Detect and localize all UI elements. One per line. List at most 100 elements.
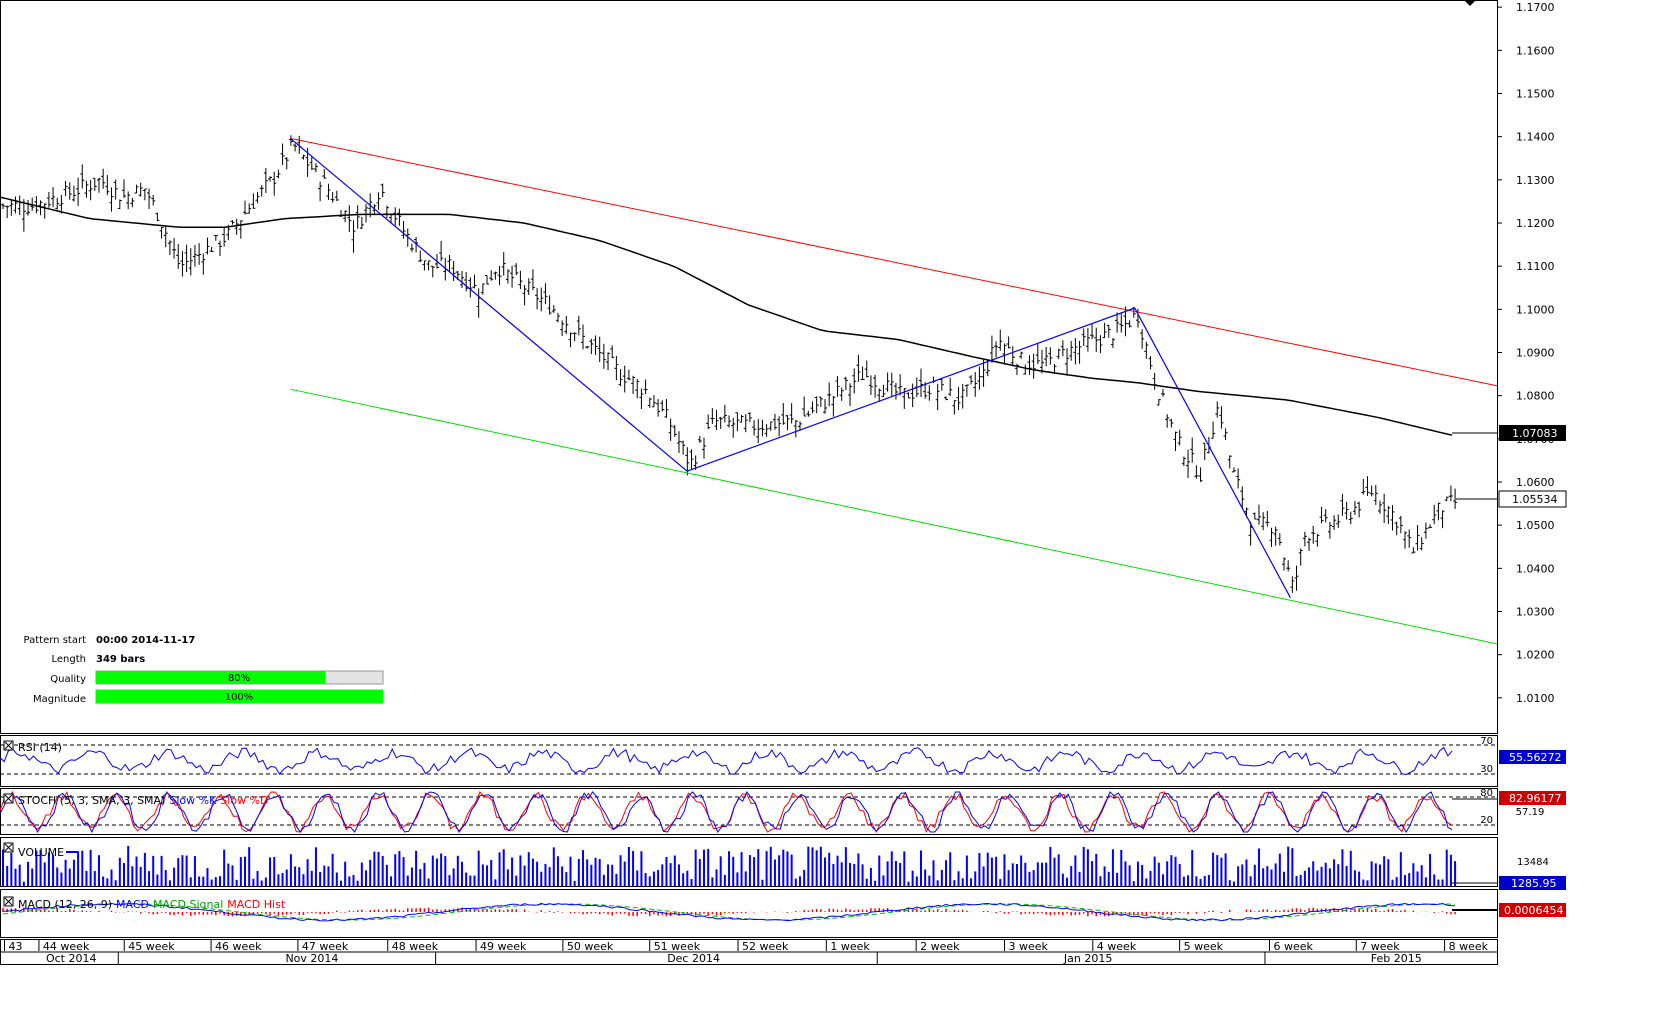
- last-price-box: [1498, 490, 1567, 508]
- stoch-value: 82.96177: [1509, 792, 1562, 805]
- price-tick-label: 1.1600: [1516, 44, 1555, 57]
- week-label: 4 week: [1097, 940, 1137, 953]
- pattern-info: Pattern start 00:00 2014-11-17 Length 34…: [24, 635, 384, 705]
- stoch-legend: STOCH (5, 3, SMA, 3, SMA) Slow %K Slow %D: [18, 794, 268, 807]
- pattern-zigzag: [290, 137, 1291, 598]
- volume-tick: 13484: [1517, 857, 1549, 868]
- macd-value-box: [1499, 903, 1566, 917]
- price-bars: [1, 135, 1458, 593]
- week-label: 50 week: [567, 940, 614, 953]
- ma-price-label: 1.07083: [1512, 427, 1558, 440]
- volume-title: VOLUME: [18, 846, 64, 859]
- week-label: 49 week: [480, 940, 527, 953]
- macd-hist-label: MACD Hist: [227, 898, 286, 911]
- quality-label: Quality: [50, 674, 86, 685]
- week-label: 6 week: [1273, 940, 1313, 953]
- pattern-start-value: 00:00 2014-11-17: [96, 635, 195, 646]
- stoch-k-label: Slow %K: [169, 794, 217, 807]
- macd-histogram: [2, 907, 1456, 917]
- price-tick-label: 1.1000: [1516, 303, 1555, 316]
- week-label: 8 week: [1449, 940, 1489, 953]
- stoch-level-80: 80: [1480, 788, 1493, 799]
- month-label: Dec 2014: [667, 952, 720, 965]
- week-label: 47 week: [302, 940, 349, 953]
- price-tick-label: 1.0900: [1516, 346, 1555, 359]
- month-label: Jan 2015: [1063, 952, 1112, 965]
- week-label: 43: [8, 940, 22, 953]
- pattern-length-value: 349 bars: [96, 654, 145, 665]
- price-tick-label: 1.1300: [1516, 174, 1555, 187]
- month-label: Feb 2015: [1371, 952, 1422, 965]
- rsi-value: 55.56272: [1509, 751, 1562, 764]
- volume-toggle-cross: [4, 843, 13, 852]
- week-label: 46 week: [215, 940, 262, 953]
- volume-value-box: [1499, 876, 1566, 890]
- week-label: 2 week: [920, 940, 960, 953]
- stoch-d-label: Slow %D: [220, 794, 268, 807]
- ma-price-box: [1499, 425, 1566, 441]
- price-tick-label: 1.1500: [1516, 87, 1555, 100]
- month-label: Oct 2014: [46, 952, 97, 965]
- stoch-pane: [0, 788, 1498, 835]
- magnitude-label: Magnitude: [33, 694, 86, 705]
- stoch-secondary-value: 57.19: [1516, 807, 1545, 818]
- moving-average-line: [0, 196, 1453, 436]
- week-label: 5 week: [1184, 940, 1224, 953]
- week-label: 3 week: [1008, 940, 1048, 953]
- support-line: [290, 388, 1498, 645]
- rsi-pane: [0, 735, 1498, 787]
- week-label: 45 week: [128, 940, 175, 953]
- rsi-toggle-cross: [4, 741, 13, 750]
- rsi-line: [0, 746, 1453, 776]
- macd-signal-label: MACD Signal: [153, 898, 223, 911]
- macd-value: 0.0006454: [1504, 904, 1564, 917]
- price-tick-label: 1.0800: [1516, 390, 1555, 403]
- macd-pane: [0, 889, 1498, 938]
- macd-signal-line: [2, 903, 1456, 921]
- volume-bars: [2, 846, 1457, 886]
- macd-legend: MACD (12, 26, 9) MACD MACD Signal MACD Hist: [18, 898, 286, 911]
- week-label: 44 week: [43, 940, 90, 953]
- collapse-arrow-icon[interactable]: [1464, 0, 1476, 6]
- week-label: 7 week: [1360, 940, 1400, 953]
- rsi-level-30: 30: [1480, 764, 1493, 775]
- stoch-slow-k-line: [0, 791, 1453, 834]
- macd-title: MACD (12, 26, 9): [18, 898, 112, 911]
- quality-value: 80%: [228, 673, 250, 684]
- macd-toggle-cross: [4, 897, 13, 906]
- price-tick-label: 1.1400: [1516, 131, 1555, 144]
- week-label: 52 week: [742, 940, 789, 953]
- stoch-toggle-cross: [4, 794, 13, 803]
- price-pane: [0, 0, 1498, 734]
- price-tick-label: 1.0200: [1516, 649, 1555, 662]
- price-tick-label: 1.0300: [1516, 605, 1555, 618]
- stoch-title: STOCH (5, 3, SMA, 3, SMA): [18, 794, 165, 807]
- rsi-title: RSI (14): [18, 741, 62, 754]
- price-tick-label: 1.1700: [1516, 1, 1555, 14]
- rsi-level-70: 70: [1480, 736, 1493, 747]
- week-label: 1 week: [830, 940, 870, 953]
- quality-bar-fill: [96, 671, 326, 684]
- week-label: 51 week: [654, 940, 701, 953]
- last-price-label: 1.05534: [1512, 493, 1558, 506]
- price-tick-label: 1.1100: [1516, 260, 1555, 273]
- rsi-value-box: [1499, 750, 1566, 764]
- macd-line: [2, 902, 1456, 922]
- pattern-length-label: Length: [52, 654, 87, 665]
- magnitude-bar-fill: [96, 690, 383, 703]
- pattern-start-label: Pattern start: [24, 635, 87, 646]
- macd-label: MACD: [116, 898, 149, 911]
- volume-value: 1285.95: [1511, 877, 1557, 890]
- price-tick-label: 1.0400: [1516, 562, 1555, 575]
- magnitude-value: 100%: [225, 692, 254, 703]
- stoch-value-box: [1499, 791, 1566, 805]
- price-tick-label: 1.1200: [1516, 217, 1555, 230]
- price-tick-label: 1.0600: [1516, 476, 1555, 489]
- price-tick-label: 1.0100: [1516, 692, 1555, 705]
- resistance-line: [290, 137, 1498, 387]
- price-tick-label: 1.0500: [1516, 519, 1555, 532]
- stoch-level-20: 20: [1480, 815, 1493, 826]
- time-axis-labels: 43 44 week 45 week 46 week 47 week 48 week 49 …: [0, 940, 1497, 965]
- week-label: 48 week: [392, 940, 439, 953]
